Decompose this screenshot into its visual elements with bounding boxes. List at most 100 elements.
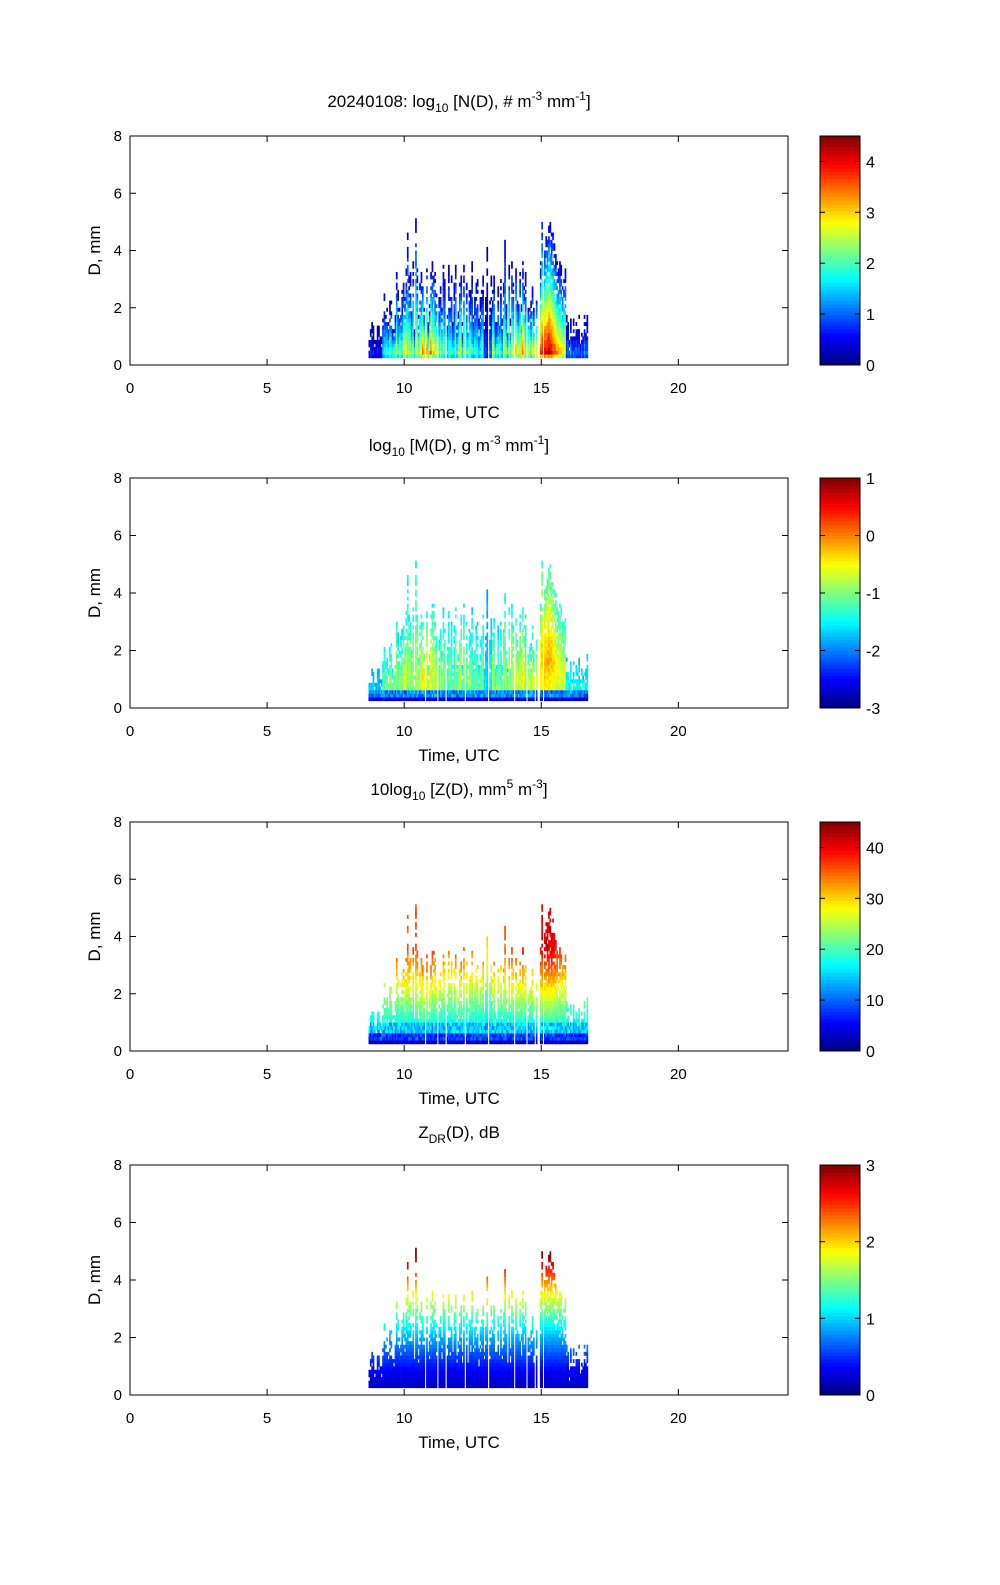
heatmap-cell — [417, 347, 420, 351]
heatmap-cell — [453, 325, 456, 330]
heatmap-cell — [511, 628, 513, 633]
heatmap-cell — [560, 311, 563, 316]
heatmap-cell — [426, 307, 428, 312]
heatmap-cell — [479, 682, 482, 687]
x-tick-label: 20 — [670, 380, 687, 397]
heatmap-cell — [402, 354, 405, 359]
heatmap-cell — [559, 314, 561, 319]
title-part-sub: 10 — [392, 445, 406, 459]
heatmap-cell — [517, 664, 520, 669]
heatmap-cell — [575, 668, 578, 673]
heatmap-cell — [548, 239, 550, 244]
heatmap-cell — [398, 336, 401, 341]
heatmap-cell — [511, 697, 513, 702]
heatmap-cell — [446, 668, 449, 673]
heatmap-cell — [545, 672, 548, 676]
heatmap-cell — [515, 275, 517, 280]
heatmap-cell — [490, 275, 493, 280]
heatmap-cell — [415, 614, 417, 619]
heatmap-cell — [508, 318, 511, 323]
heatmap-cell — [398, 668, 401, 673]
heatmap-cell — [443, 675, 446, 680]
heatmap-cell — [500, 354, 502, 359]
heatmap-cell — [515, 664, 517, 669]
heatmap-cell — [427, 354, 430, 359]
heatmap-cell — [583, 340, 586, 344]
heatmap-cell — [486, 661, 489, 666]
heatmap-cell — [527, 668, 530, 673]
heatmap-cell — [531, 347, 534, 351]
heatmap-cell — [433, 675, 435, 680]
colorbar-segment — [820, 347, 860, 352]
heatmap-cell — [545, 654, 548, 658]
heatmap-cell — [415, 332, 417, 337]
heatmap-cell — [553, 329, 556, 334]
heatmap-cell — [557, 322, 560, 326]
heatmap-cell — [471, 332, 473, 337]
heatmap-cell — [500, 664, 502, 669]
heatmap-cell — [533, 343, 535, 348]
heatmap-cell — [457, 693, 460, 698]
heatmap-cell — [559, 350, 561, 355]
heatmap-cell — [453, 690, 456, 694]
heatmap-cell — [402, 643, 405, 648]
heatmap-cell — [524, 668, 527, 673]
heatmap-cell — [411, 314, 413, 319]
heatmap-cell — [465, 697, 468, 702]
heatmap-cell — [390, 654, 393, 658]
heatmap-cell — [475, 661, 478, 666]
heatmap-cell — [417, 697, 420, 702]
heatmap-cell — [472, 325, 475, 330]
heatmap-cell — [493, 657, 495, 662]
heatmap-cell — [389, 675, 391, 680]
heatmap-cell — [501, 690, 504, 694]
heatmap-cell — [467, 693, 469, 698]
heatmap-cell — [479, 325, 482, 330]
heatmap-cell — [553, 628, 556, 633]
heatmap-cell — [434, 340, 436, 344]
heatmap-cell — [379, 340, 382, 344]
heatmap-cell — [501, 336, 504, 341]
heatmap-cell — [553, 643, 556, 648]
heatmap-cell — [453, 639, 456, 644]
heatmap-cell — [446, 343, 449, 348]
heatmap-cell — [583, 332, 586, 337]
heatmap-cell — [539, 628, 542, 633]
heatmap-cell — [541, 614, 543, 619]
heatmap-cell — [581, 697, 583, 702]
heatmap-cell — [535, 314, 538, 319]
heatmap-cell — [539, 697, 542, 702]
heatmap-cell — [500, 293, 502, 298]
heatmap-cell — [523, 329, 526, 334]
heatmap-cell — [406, 250, 409, 255]
heatmap-cell — [369, 343, 372, 348]
heatmap-cell — [522, 307, 524, 312]
heatmap-cell — [486, 289, 489, 294]
heatmap-cell — [493, 318, 495, 323]
heatmap-cell — [571, 697, 574, 702]
heatmap-cell — [433, 661, 435, 666]
heatmap-cell — [493, 654, 495, 658]
heatmap-cell — [472, 693, 475, 698]
heatmap-cell — [383, 325, 386, 330]
heatmap-cell — [531, 636, 534, 640]
heatmap-cell — [395, 625, 398, 630]
heatmap-cell — [395, 322, 398, 326]
heatmap-cell — [450, 322, 453, 326]
heatmap-cell — [431, 686, 434, 691]
heatmap-cell — [448, 350, 450, 355]
heatmap-cell — [453, 650, 456, 655]
heatmap-cell — [512, 325, 515, 330]
heatmap-cell — [405, 325, 408, 330]
heatmap-cell — [557, 300, 560, 305]
heatmap-cell — [479, 657, 482, 662]
heatmap-cell — [412, 311, 415, 316]
heatmap-cell — [376, 672, 379, 676]
heatmap-cell — [453, 297, 456, 301]
heatmap-cell — [493, 340, 495, 344]
heatmap-cell — [583, 329, 586, 334]
heatmap-cell — [493, 304, 495, 309]
heatmap-cell — [394, 664, 397, 669]
heatmap-cell — [515, 675, 517, 680]
heatmap-cell — [415, 221, 417, 226]
